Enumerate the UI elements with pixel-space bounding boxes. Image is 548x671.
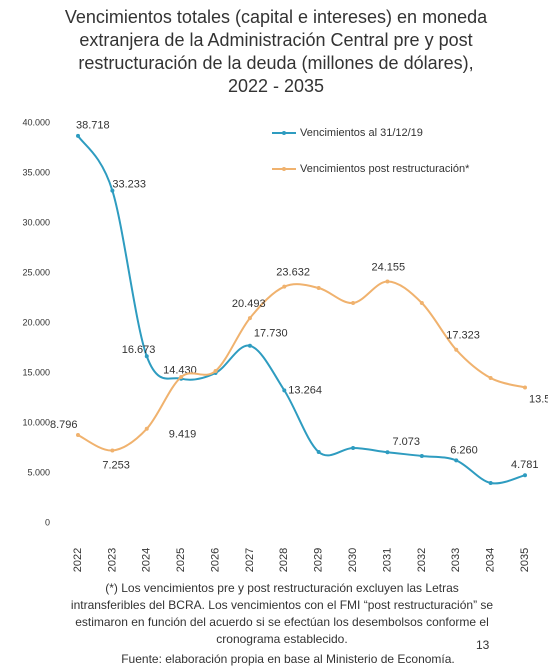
value-label: 9.419 bbox=[169, 429, 197, 441]
source: Fuente: elaboración propia en base al Mi… bbox=[121, 652, 455, 666]
page-number: 13 bbox=[476, 638, 490, 652]
legend-label: Vencimientos al 31/12/19 bbox=[300, 127, 423, 139]
value-label: 20.493 bbox=[232, 298, 266, 310]
point bbox=[351, 446, 356, 450]
point bbox=[488, 481, 493, 485]
point bbox=[454, 458, 459, 463]
point bbox=[419, 454, 424, 458]
value-label: 17.730 bbox=[254, 328, 288, 340]
point bbox=[385, 279, 390, 284]
value-label: 17.323 bbox=[446, 330, 480, 342]
x-tick-label: 2024 bbox=[141, 548, 153, 572]
chart-title: extranjera de la Administración Central … bbox=[79, 30, 472, 50]
point bbox=[488, 376, 493, 380]
footnote: estimaron en función del acuerdo si se e… bbox=[75, 615, 489, 629]
y-tick-label: 15.000 bbox=[22, 367, 50, 377]
y-tick-label: 30.000 bbox=[22, 217, 50, 227]
y-tick-label: 5.000 bbox=[27, 467, 50, 477]
x-tick-label: 2033 bbox=[450, 548, 462, 572]
point bbox=[247, 343, 252, 348]
point bbox=[144, 426, 149, 431]
footnote: intransferibles del BCRA. Los vencimient… bbox=[71, 598, 493, 612]
value-label: 6.260 bbox=[450, 444, 478, 456]
series-line bbox=[77, 280, 526, 452]
x-tick-label: 2026 bbox=[209, 548, 221, 572]
point bbox=[523, 473, 527, 478]
value-label: 24.155 bbox=[371, 261, 405, 273]
value-label: 4.781 bbox=[511, 459, 539, 471]
point bbox=[454, 347, 459, 352]
point bbox=[282, 284, 287, 289]
chart-title: 2022 - 2035 bbox=[228, 76, 324, 96]
y-tick-label: 40.000 bbox=[22, 117, 50, 127]
value-label: 23.632 bbox=[276, 267, 310, 279]
legend-marker bbox=[282, 167, 286, 171]
point bbox=[110, 448, 115, 453]
y-tick-label: 35.000 bbox=[22, 167, 50, 177]
x-tick-label: 2034 bbox=[485, 548, 497, 572]
point bbox=[523, 385, 527, 390]
x-tick-label: 2035 bbox=[519, 548, 531, 572]
x-tick-label: 2029 bbox=[313, 548, 325, 572]
x-tick-label: 2022 bbox=[72, 548, 84, 572]
point bbox=[76, 433, 80, 438]
legend-label: Vencimientos post restructuración* bbox=[300, 163, 470, 175]
y-tick-label: 25.000 bbox=[22, 267, 50, 277]
point bbox=[76, 133, 80, 138]
chart-title: Vencimientos totales (capital e interese… bbox=[65, 7, 488, 27]
x-tick-label: 2023 bbox=[106, 548, 118, 572]
footnote: cronograma establecido. bbox=[216, 632, 347, 646]
x-tick-label: 2032 bbox=[416, 548, 428, 572]
value-label: 7.253 bbox=[102, 459, 130, 471]
y-tick-label: 0 bbox=[45, 517, 50, 527]
value-label: 7.073 bbox=[392, 436, 420, 448]
value-label: 16.673 bbox=[122, 344, 156, 356]
value-label: 13.264 bbox=[288, 384, 322, 396]
point bbox=[213, 369, 218, 373]
footnote: (*) Los vencimientos pre y post restruct… bbox=[105, 581, 459, 595]
point bbox=[419, 301, 424, 305]
point bbox=[316, 286, 321, 290]
x-tick-label: 2027 bbox=[244, 548, 256, 572]
point bbox=[179, 375, 184, 379]
point bbox=[144, 354, 149, 359]
y-tick-label: 10.000 bbox=[22, 417, 50, 427]
point bbox=[385, 450, 390, 455]
value-label: 38.718 bbox=[76, 120, 110, 132]
x-tick-label: 2025 bbox=[175, 548, 187, 572]
series-line bbox=[77, 135, 526, 485]
value-label: 14.430 bbox=[163, 365, 197, 377]
x-tick-label: 2028 bbox=[278, 548, 290, 572]
x-tick-label: 2030 bbox=[347, 548, 359, 572]
x-tick-label: 2031 bbox=[381, 548, 393, 572]
point bbox=[351, 301, 356, 305]
value-label: 8.796 bbox=[50, 419, 78, 431]
chart-title: restructuración de la deuda (millones de… bbox=[78, 53, 473, 73]
point bbox=[110, 188, 115, 193]
point bbox=[247, 316, 252, 321]
point bbox=[316, 450, 321, 454]
y-tick-label: 20.000 bbox=[22, 317, 50, 327]
legend-marker bbox=[282, 131, 286, 135]
value-label: 33.233 bbox=[112, 179, 146, 191]
value-label: 13.556 bbox=[529, 393, 548, 405]
point bbox=[282, 388, 287, 393]
